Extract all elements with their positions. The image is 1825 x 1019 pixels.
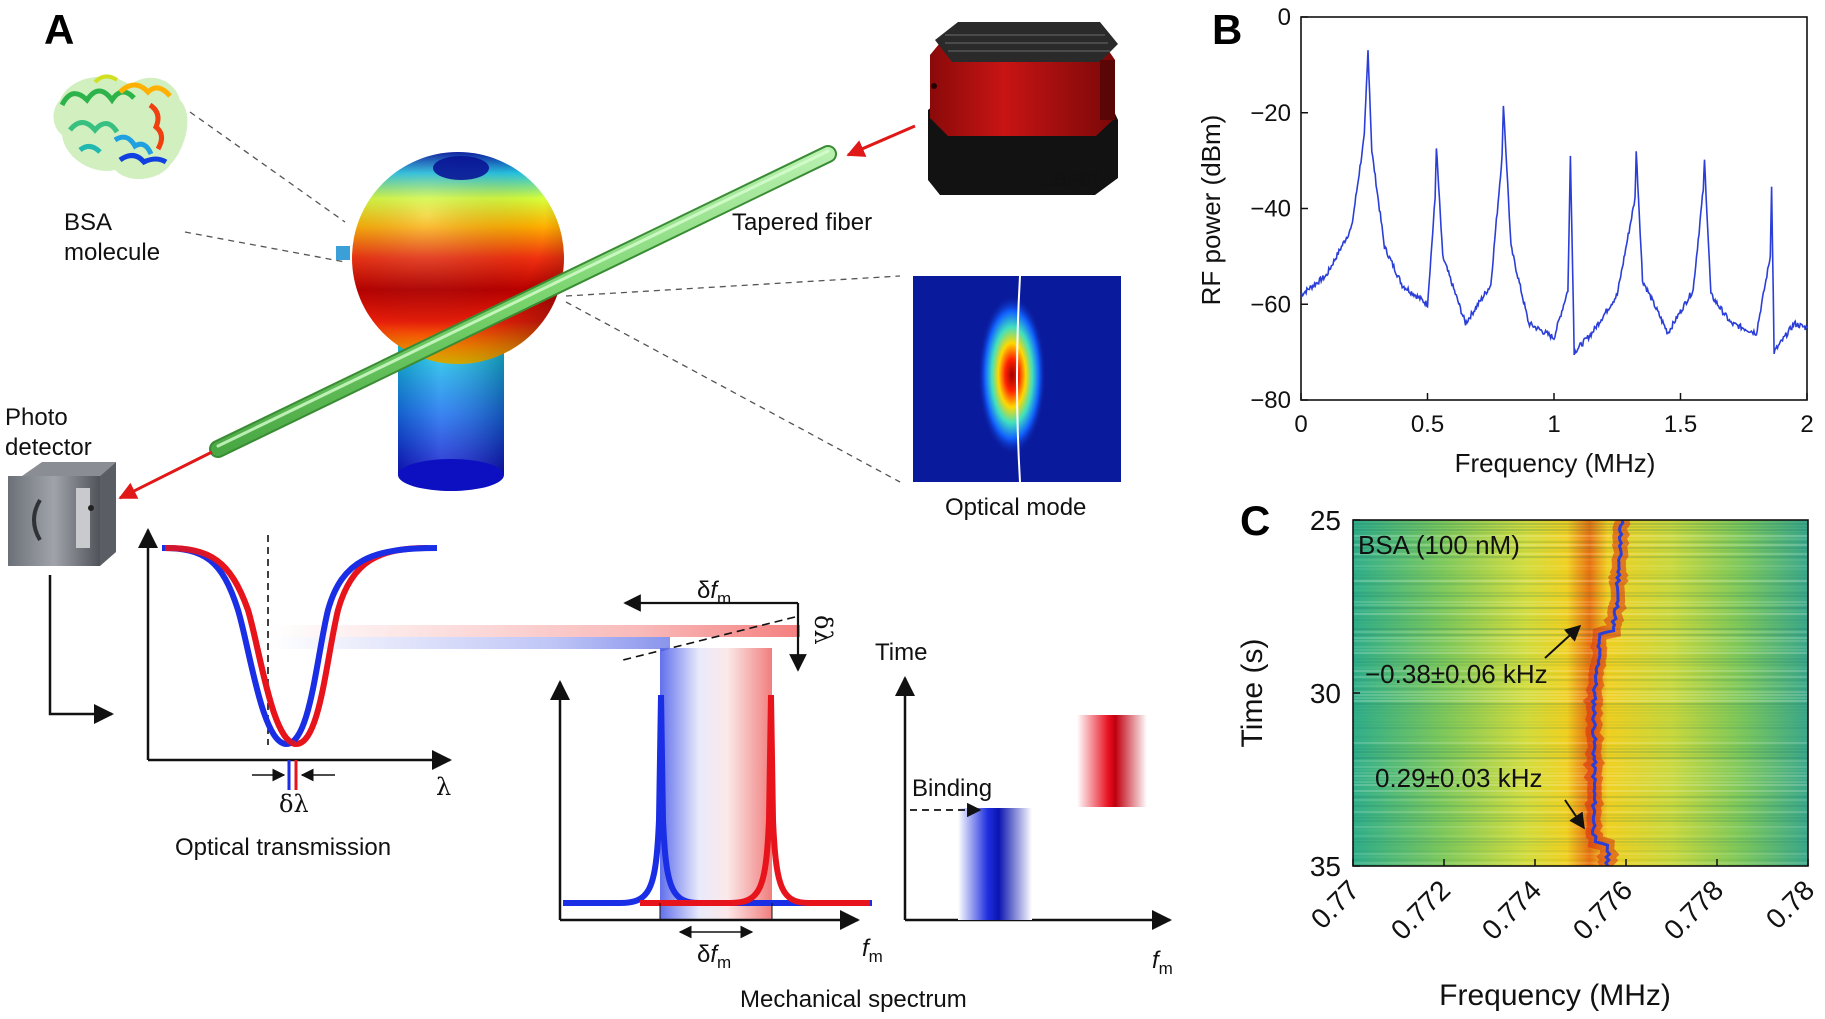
optical-mode-label: Optical mode — [945, 494, 1086, 521]
dfm-label-bottom: δfm — [697, 941, 731, 972]
rf-xaxis-label: Frequency (MHz) — [1455, 448, 1656, 478]
rf-xtick-label: 0.5 — [1411, 411, 1444, 438]
laser-to-fiber-arrow — [846, 124, 916, 157]
time-axis-label: Time — [875, 639, 927, 666]
panel-label-a: A — [44, 6, 74, 53]
blue-dip-curve — [161, 545, 438, 748]
rf-ytick-label: −20 — [1250, 100, 1291, 127]
mechanical-spectrum-label: Mechanical spectrum — [740, 986, 967, 1013]
tapered-fiber-label: Tapered fiber — [732, 209, 872, 236]
detector-output-arrow — [48, 575, 114, 724]
rf-ytick-label: −60 — [1250, 291, 1291, 318]
time-frequency-plot — [895, 676, 1172, 930]
fm-axis-label-1: fm — [862, 935, 883, 966]
dlambda-label-rotated: δλ — [809, 615, 837, 645]
rf-power-chart: 0 0.5 1 1.5 2 0 −20 −40 −60 −80 — [1250, 4, 1813, 438]
heatmap-xtick-label: 0.78 — [1760, 874, 1820, 934]
blue-transfer-band — [270, 637, 670, 649]
rf-xtick-label: 0 — [1294, 411, 1307, 438]
rf-ytick-label: −80 — [1250, 387, 1291, 414]
annotation-arrow-2 — [1564, 799, 1585, 830]
bsa-molecule-image — [53, 74, 188, 180]
fm-axis-label-2: fm — [1152, 947, 1173, 978]
panel-label-c: C — [1240, 497, 1270, 544]
photodetector-label-line1: Photo — [5, 404, 68, 431]
optical-transmission-plot — [138, 528, 800, 790]
binding-label: Binding — [912, 775, 992, 802]
laser-label: Laser — [1040, 165, 1100, 192]
heatmap-background — [1353, 520, 1808, 866]
bsa-label-line2: molecule — [64, 239, 160, 266]
heatmap-yaxis-label: Time (s) — [1236, 639, 1269, 748]
time-frequency-heatmap: 0.77 0.772 0.774 0.776 0.778 0.78 25 30 35 — [1305, 505, 1820, 946]
shift-indicator — [622, 594, 807, 672]
photodetector-image — [8, 462, 116, 566]
heatmap-ytick-label: 25 — [1310, 505, 1341, 536]
heatmap-ytick-label: 30 — [1310, 678, 1341, 709]
resonance-peak-trace — [1590, 520, 1625, 866]
heatmap-ytick-label: 35 — [1310, 851, 1341, 882]
heatmap-xtick-label: 0.776 — [1567, 874, 1638, 945]
rf-yaxis-label: RF power (dBm) — [1196, 115, 1226, 306]
rf-xtick-label: 1.5 — [1664, 411, 1697, 438]
bsa-zoom-line — [184, 231, 346, 263]
rf-ytick-label: −40 — [1250, 196, 1291, 223]
optical-mode-inset — [913, 275, 1121, 483]
annotation-arrow-1 — [1544, 624, 1582, 659]
fiber-to-detector-arrow — [118, 450, 213, 500]
lambda-axis-label: λ — [436, 773, 451, 801]
dfm-label-top: δfm — [697, 577, 731, 608]
rf-ytick-label: 0 — [1278, 4, 1291, 31]
optical-transmission-label: Optical transmission — [175, 834, 391, 861]
mode-zoom-line — [565, 301, 901, 483]
shift-annotation-1: −0.38±0.06 kHz — [1365, 659, 1548, 689]
red-time-band — [1077, 715, 1147, 807]
heatmap-xtick-label: 0.772 — [1385, 874, 1456, 945]
heatmap-xtick-label: 0.77 — [1305, 874, 1365, 934]
mode-zoom-line — [565, 275, 901, 297]
bsa-concentration-label: BSA (100 nM) — [1358, 530, 1520, 560]
dlambda-label: δλ — [279, 790, 309, 818]
rf-plot-frame — [1300, 16, 1808, 401]
red-mechanical-peak — [640, 694, 870, 906]
red-transfer-band — [270, 625, 800, 637]
shift-annotation-2: 0.29±0.03 kHz — [1375, 763, 1542, 793]
bsa-zoom-line — [189, 111, 346, 223]
bound-molecule-marker — [336, 246, 350, 260]
tapered-fiber — [209, 145, 837, 458]
rf-xtick-label: 2 — [1800, 411, 1813, 438]
mechanical-spectrum-plot — [550, 648, 872, 939]
blue-time-band — [958, 808, 1032, 920]
heatmap-xtick-label: 0.774 — [1476, 874, 1547, 945]
blue-mechanical-peak — [563, 694, 872, 906]
panel-label-b: B — [1212, 6, 1242, 53]
bsa-label-line1: BSA — [64, 209, 112, 236]
laser-source-image — [928, 22, 1118, 195]
rf-xtick-label: 1 — [1547, 411, 1560, 438]
heatmap-xaxis-label: Frequency (MHz) — [1439, 979, 1671, 1012]
rf-spectrum-trace — [1300, 50, 1808, 356]
heatmap-xtick-label: 0.778 — [1658, 874, 1729, 945]
photodetector-label-line2: detector — [5, 434, 92, 461]
